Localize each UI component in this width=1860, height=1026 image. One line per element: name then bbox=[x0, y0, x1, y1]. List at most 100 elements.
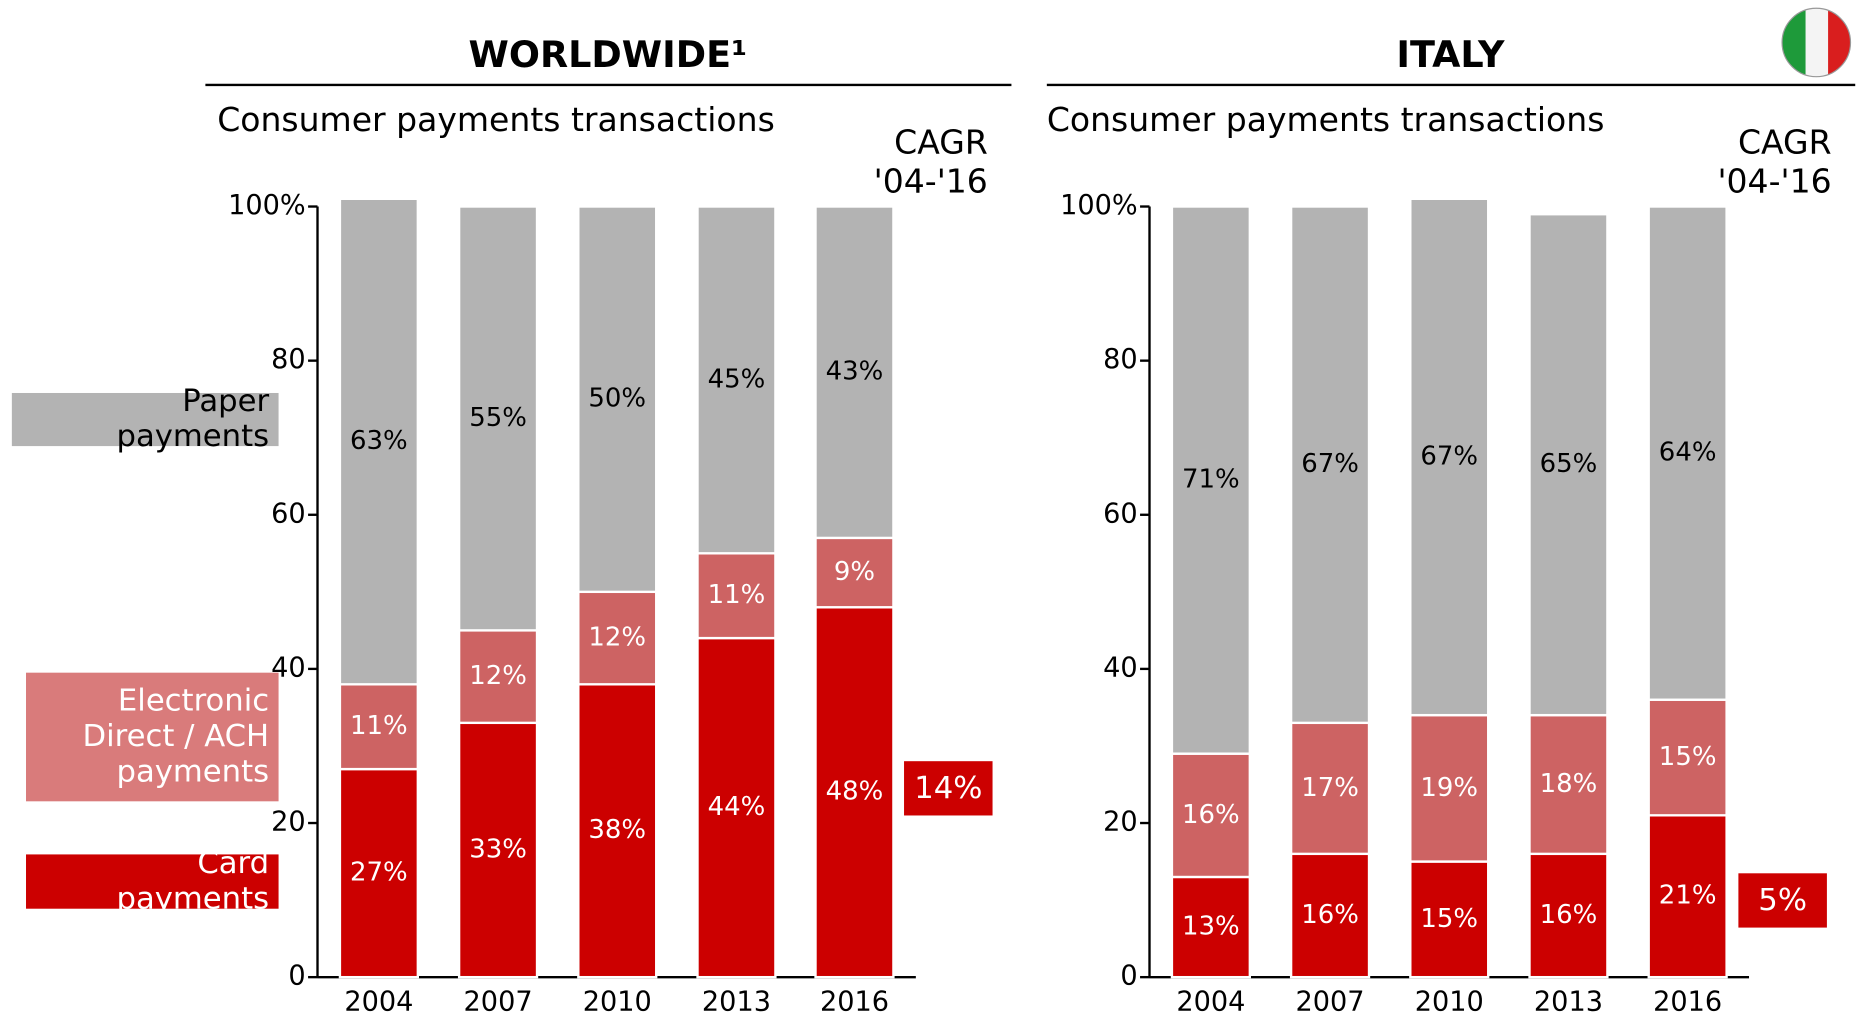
bar-segment bbox=[814, 205, 895, 540]
bar-segment bbox=[1289, 852, 1371, 979]
bar-segment bbox=[1528, 852, 1609, 979]
y-tick-label: 60 bbox=[1103, 498, 1138, 529]
legend-label: Card payments bbox=[116, 845, 269, 915]
bar-segment bbox=[1647, 205, 1728, 701]
bar-segment bbox=[1647, 698, 1728, 817]
legend-swatch bbox=[11, 392, 279, 447]
y-tick-label: 80 bbox=[1103, 344, 1138, 375]
legend-line: payments bbox=[116, 881, 269, 916]
data-label: 43% bbox=[826, 357, 884, 387]
legend-line: Electronic bbox=[118, 683, 269, 718]
data-label: 11% bbox=[350, 711, 408, 741]
data-label: 12% bbox=[588, 623, 646, 653]
cagr-value: 14% bbox=[914, 771, 982, 806]
x-tick-label: 2016 bbox=[820, 987, 889, 1018]
data-label: 18% bbox=[1540, 769, 1598, 799]
bar-segment bbox=[1170, 875, 1251, 979]
cagr-header: CAGR bbox=[894, 122, 988, 161]
data-label: 67% bbox=[1301, 449, 1359, 479]
legend-line: Paper bbox=[182, 383, 269, 418]
cagr-box bbox=[1738, 873, 1827, 928]
data-label: 33% bbox=[469, 835, 527, 865]
y-tick-label: 80 bbox=[271, 344, 306, 375]
data-label: 15% bbox=[1420, 904, 1478, 934]
data-label: 67% bbox=[1420, 441, 1478, 471]
data-label: 21% bbox=[1659, 881, 1717, 911]
legend-line: Direct / ACH bbox=[83, 718, 270, 753]
x-tick-label: 2004 bbox=[344, 987, 413, 1018]
data-label: 11% bbox=[708, 580, 766, 610]
x-tick-label: 2016 bbox=[1653, 987, 1722, 1018]
legend-label: Paper payments bbox=[116, 383, 269, 453]
y-tick-label: 60 bbox=[271, 498, 306, 529]
data-label: 15% bbox=[1659, 742, 1717, 772]
bar-segment bbox=[1289, 205, 1371, 725]
bar-segment bbox=[1647, 814, 1728, 979]
legend-line: payments bbox=[116, 754, 269, 789]
data-label: 38% bbox=[588, 815, 646, 845]
subtitle: Consumer payments transactions bbox=[217, 100, 775, 139]
legend-swatch bbox=[26, 854, 279, 909]
data-label: 16% bbox=[1182, 800, 1240, 830]
bar-segment bbox=[696, 205, 777, 555]
data-label: 13% bbox=[1182, 912, 1240, 942]
data-label: 16% bbox=[1301, 900, 1359, 930]
y-tick-label: 100% bbox=[1060, 190, 1138, 221]
bar-segment bbox=[338, 197, 420, 686]
chart-title: ITALY bbox=[1396, 33, 1505, 76]
bar-segment bbox=[1409, 713, 1490, 863]
y-tick-label: 40 bbox=[1103, 652, 1138, 683]
data-label: 50% bbox=[588, 384, 646, 414]
bar-segment bbox=[814, 606, 895, 979]
data-label: 64% bbox=[1659, 438, 1717, 468]
subtitle: Consumer payments transactions bbox=[1047, 100, 1605, 139]
bar-segment bbox=[1170, 205, 1251, 755]
bar-segment bbox=[577, 683, 658, 979]
bar-segment bbox=[696, 552, 777, 640]
y-tick-label: 0 bbox=[1120, 961, 1137, 992]
italy-flag bbox=[1781, 7, 1852, 78]
cagr-header: '04-'16 bbox=[1717, 161, 1831, 200]
data-label: 71% bbox=[1182, 465, 1240, 495]
x-tick-label: 2010 bbox=[1415, 987, 1484, 1018]
x-tick-label: 2004 bbox=[1176, 987, 1245, 1018]
y-tick-label: 20 bbox=[271, 807, 306, 838]
data-label: 27% bbox=[350, 858, 408, 888]
data-label: 65% bbox=[1540, 449, 1598, 479]
cagr-value: 5% bbox=[1758, 883, 1807, 918]
data-label: 9% bbox=[834, 557, 875, 587]
data-label: 45% bbox=[708, 364, 766, 394]
bar-segment bbox=[696, 636, 777, 979]
bar-segment bbox=[577, 205, 658, 594]
bar-segment bbox=[457, 205, 539, 632]
data-label: 48% bbox=[826, 777, 884, 807]
bar-segment bbox=[457, 721, 539, 979]
x-tick-label: 2007 bbox=[464, 987, 533, 1018]
bar-segment bbox=[1528, 213, 1609, 717]
cagr-header: '04-'16 bbox=[874, 161, 988, 200]
chart-title: WORLDWIDE¹ bbox=[469, 33, 748, 76]
legend-swatch bbox=[26, 672, 279, 802]
data-label: 63% bbox=[350, 426, 408, 456]
data-label: 55% bbox=[469, 403, 527, 433]
legend-line: Card bbox=[197, 845, 269, 880]
data-label: 17% bbox=[1301, 773, 1359, 803]
data-label: 44% bbox=[708, 792, 766, 822]
bar-segment bbox=[814, 536, 895, 609]
data-label: 12% bbox=[469, 661, 527, 691]
data-label: 19% bbox=[1420, 773, 1478, 803]
x-tick-label: 2013 bbox=[1534, 987, 1603, 1018]
bar-segment bbox=[457, 629, 539, 725]
x-tick-label: 2007 bbox=[1296, 987, 1365, 1018]
cagr-box bbox=[904, 761, 993, 816]
y-tick-label: 0 bbox=[288, 961, 305, 992]
data-label: 16% bbox=[1540, 900, 1598, 930]
cagr-header: CAGR bbox=[1738, 122, 1832, 161]
legend-label: Electronic Direct / ACH payments bbox=[83, 683, 270, 789]
bar-segment bbox=[1409, 197, 1490, 717]
x-tick-label: 2010 bbox=[583, 987, 652, 1018]
x-tick-label: 2013 bbox=[702, 987, 771, 1018]
legend-line: payments bbox=[116, 419, 269, 454]
y-tick-label: 100% bbox=[228, 190, 306, 221]
